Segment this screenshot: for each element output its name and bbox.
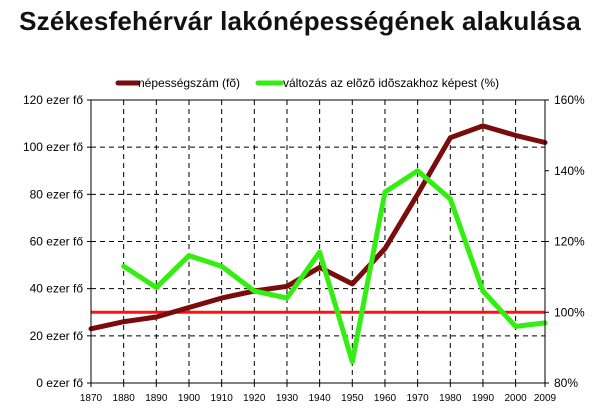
axes-layer: 0 ezer fő 20 ezer fő 40 ezer fő 60 ezer fő 8… bbox=[23, 93, 585, 404]
x-tick-label: 1960 bbox=[374, 393, 397, 404]
y-right-tick-label: 100% bbox=[554, 305, 585, 319]
y-right-tick-label: 120% bbox=[554, 235, 585, 249]
series-layer bbox=[88, 123, 548, 365]
y-right-tick-label: 140% bbox=[554, 164, 585, 178]
x-tick-label: 1970 bbox=[406, 393, 429, 404]
x-tick-label: 1920 bbox=[243, 393, 266, 404]
legend-label-change-percent: változás az elõzõ idõszakhoz képest (%) bbox=[283, 76, 499, 90]
x-tick-label: 1910 bbox=[211, 393, 234, 404]
chart-title: Székesfehérvár lakónépességének alakulás… bbox=[19, 6, 581, 36]
x-tick-label: 1930 bbox=[276, 393, 299, 404]
x-tick-label: 1890 bbox=[145, 393, 168, 404]
x-tick-label: 1900 bbox=[178, 393, 201, 404]
y-left-tick-label: 120 ezer fő bbox=[23, 93, 83, 107]
x-tick-label: 1950 bbox=[341, 393, 364, 404]
y-right-tick-label: 80% bbox=[554, 376, 578, 390]
x-tick-label: 2000 bbox=[504, 393, 527, 404]
y-left-tick-label: 0 ezer fő bbox=[36, 376, 83, 390]
series-line-change-percent bbox=[121, 168, 548, 365]
x-tick-label: 1870 bbox=[80, 393, 103, 404]
y-left-tick-label: 40 ezer fő bbox=[30, 282, 84, 296]
legend: népességszám (fõ) változás az elõzõ idõsz… bbox=[115, 76, 499, 90]
x-tick-label: 1880 bbox=[113, 393, 136, 404]
y-left-tick-label: 20 ezer fő bbox=[30, 329, 84, 343]
y-left-tick-label: 100 ezer fő bbox=[23, 140, 83, 154]
y-left-tick-label: 60 ezer fő bbox=[30, 235, 84, 249]
series-line-population bbox=[88, 123, 548, 332]
legend-label-population: népességszám (fõ) bbox=[138, 76, 240, 90]
x-tick-label: 1940 bbox=[309, 393, 332, 404]
y-right-tick-label: 160% bbox=[554, 93, 585, 107]
x-tick-label: 1990 bbox=[472, 393, 495, 404]
y-left-tick-label: 80 ezer fő bbox=[30, 187, 84, 201]
x-tick-label: 1980 bbox=[439, 393, 462, 404]
x-tick-label: 2009 bbox=[534, 393, 557, 404]
grid-layer bbox=[91, 100, 545, 383]
